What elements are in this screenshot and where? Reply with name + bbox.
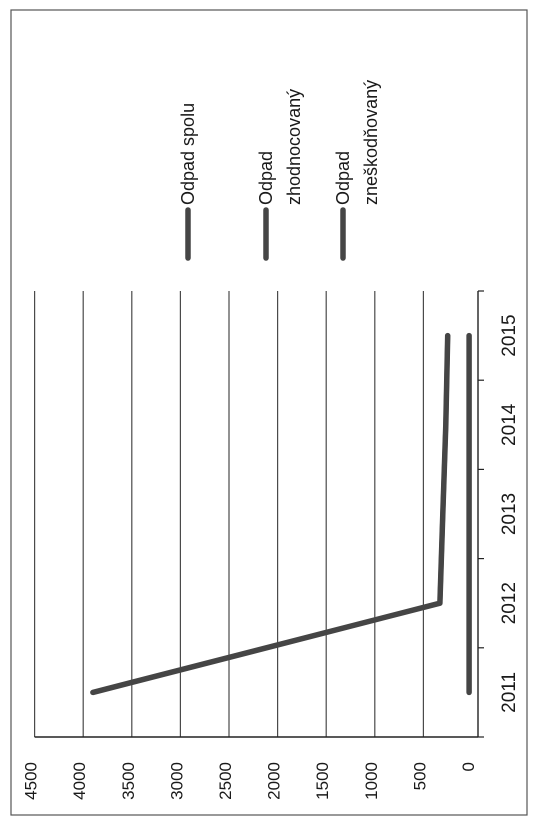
category-label: 2011: [499, 672, 520, 713]
legend-label: Odpad: [333, 151, 353, 205]
legend-label: zneškodňovaný: [361, 80, 381, 205]
value-tick-label: 500: [410, 762, 429, 790]
legend-label: zhodnocovaný: [284, 89, 304, 205]
value-tick-label: 2500: [216, 762, 235, 800]
value-tick-label: 3000: [167, 762, 186, 800]
value-tick-label: 2000: [265, 762, 284, 800]
category-label: 2015: [499, 314, 520, 356]
value-tick-label: 1000: [362, 762, 381, 800]
category-label: 2014: [499, 403, 520, 446]
series-line-1: [90, 332, 451, 696]
legend-label: Odpad: [256, 151, 276, 205]
series-line-2: [437, 333, 451, 606]
category-label: 2013: [499, 493, 520, 535]
chart-frame: [10, 9, 528, 816]
value-tick-label: 4000: [70, 762, 89, 800]
category-label: 2012: [499, 582, 520, 624]
value-tick-label: 1500: [313, 762, 332, 800]
legend-label: Odpad spolu: [178, 103, 198, 205]
value-tick-label: 4500: [22, 762, 41, 800]
value-tick-label: 0: [459, 762, 478, 771]
value-tick-label: 3500: [119, 762, 138, 800]
